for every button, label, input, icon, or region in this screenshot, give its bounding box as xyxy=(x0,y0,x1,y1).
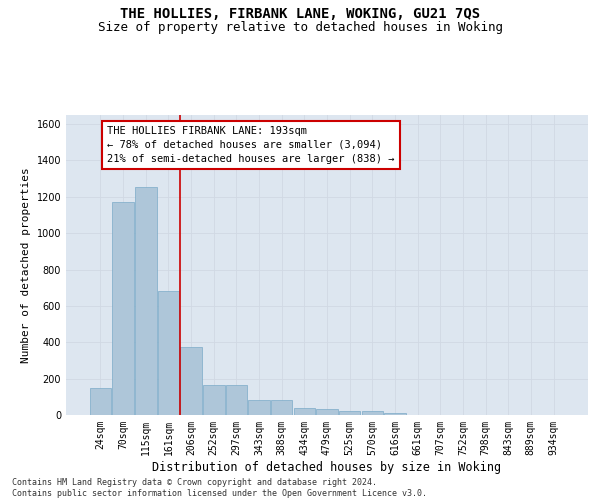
Text: THE HOLLIES FIRBANK LANE: 193sqm
← 78% of detached houses are smaller (3,094)
21: THE HOLLIES FIRBANK LANE: 193sqm ← 78% o… xyxy=(107,126,395,164)
Text: THE HOLLIES, FIRBANK LANE, WOKING, GU21 7QS: THE HOLLIES, FIRBANK LANE, WOKING, GU21 … xyxy=(120,8,480,22)
Bar xyxy=(339,412,361,415)
Bar xyxy=(90,388,111,415)
Bar xyxy=(271,400,292,415)
Y-axis label: Number of detached properties: Number of detached properties xyxy=(21,167,31,363)
Bar xyxy=(203,385,224,415)
Bar xyxy=(158,292,179,415)
Bar xyxy=(248,400,270,415)
Text: Contains HM Land Registry data © Crown copyright and database right 2024.
Contai: Contains HM Land Registry data © Crown c… xyxy=(12,478,427,498)
Bar xyxy=(293,408,315,415)
X-axis label: Distribution of detached houses by size in Woking: Distribution of detached houses by size … xyxy=(152,460,502,473)
Text: Size of property relative to detached houses in Woking: Size of property relative to detached ho… xyxy=(97,21,503,34)
Bar xyxy=(112,202,134,415)
Bar xyxy=(384,412,406,415)
Bar xyxy=(226,385,247,415)
Bar xyxy=(316,409,338,415)
Bar xyxy=(135,187,157,415)
Bar xyxy=(181,347,202,415)
Bar xyxy=(362,412,383,415)
